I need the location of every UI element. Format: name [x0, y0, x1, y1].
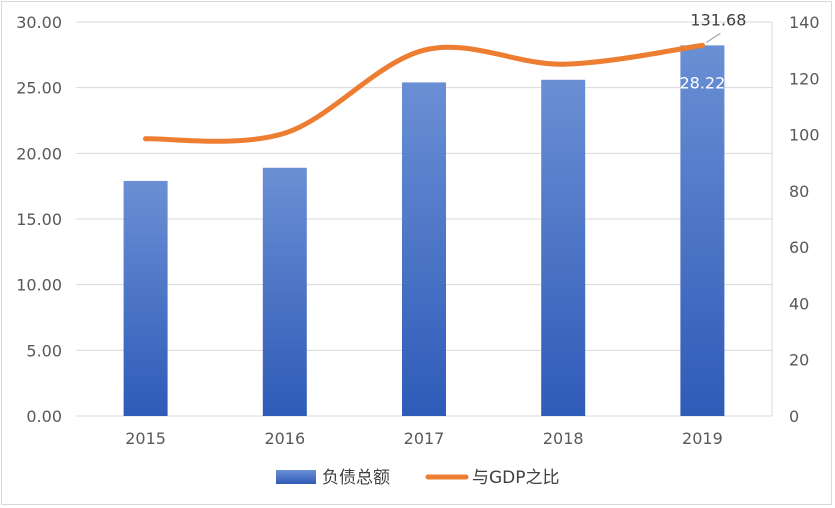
line-series: [143, 42, 705, 144]
right-tick-label: 120: [789, 69, 820, 88]
left-tick-label: 20.00: [16, 144, 62, 163]
data-labels: 28.22 131.68: [679, 10, 746, 92]
left-tick-label: 15.00: [16, 210, 62, 229]
left-tick-label: 30.00: [16, 13, 62, 32]
x-tick-label: 2017: [404, 429, 445, 448]
legend: 负债总额 与GDP之比: [276, 468, 560, 488]
left-tick-label: 10.00: [16, 276, 62, 295]
left-tick-label: 5.00: [26, 341, 62, 360]
line-point-2017: [421, 47, 427, 53]
line-label-leader: [706, 32, 721, 43]
bar-2015: [123, 180, 168, 416]
bar-series: [123, 45, 725, 417]
legend-swatch-bars: [276, 470, 316, 484]
right-tick-label: 40: [789, 294, 809, 313]
bar-2018: [541, 79, 586, 416]
x-tick-label: 2018: [543, 429, 584, 448]
line-point-2016: [282, 130, 288, 136]
left-tick-label: 0.00: [26, 407, 62, 426]
line-point-2018: [560, 61, 566, 67]
bar-2019: [680, 45, 725, 417]
right-tick-label: 0: [789, 407, 799, 426]
right-tick-label: 140: [789, 13, 820, 32]
line-point-2019: [699, 42, 705, 48]
bar-data-label: 28.22: [679, 73, 725, 92]
line-point-2015: [143, 136, 149, 142]
right-tick-label: 20: [789, 351, 809, 370]
x-tick-label: 2015: [125, 429, 166, 448]
bar-2017: [402, 82, 446, 416]
right-tick-label: 100: [789, 126, 820, 145]
line-data-label: 131.68: [690, 10, 746, 29]
legend-label-bars: 负债总额: [322, 468, 390, 488]
right-axis-ticks: 0 20 40 60 80 100 120 140: [771, 13, 820, 426]
left-axis-ticks: 0.00 5.00 10.00 15.00 20.00 25.00 30.00: [16, 13, 62, 426]
legend-label-line: 与GDP之比: [472, 468, 560, 488]
x-axis-ticks: 2015 2016 2017 2018 2019: [125, 429, 723, 448]
x-tick-label: 2016: [264, 429, 305, 448]
left-tick-label: 25.00: [16, 79, 62, 98]
right-tick-label: 60: [789, 238, 809, 257]
bar-2016: [262, 167, 307, 416]
x-tick-label: 2019: [682, 429, 723, 448]
right-tick-label: 80: [789, 182, 809, 201]
